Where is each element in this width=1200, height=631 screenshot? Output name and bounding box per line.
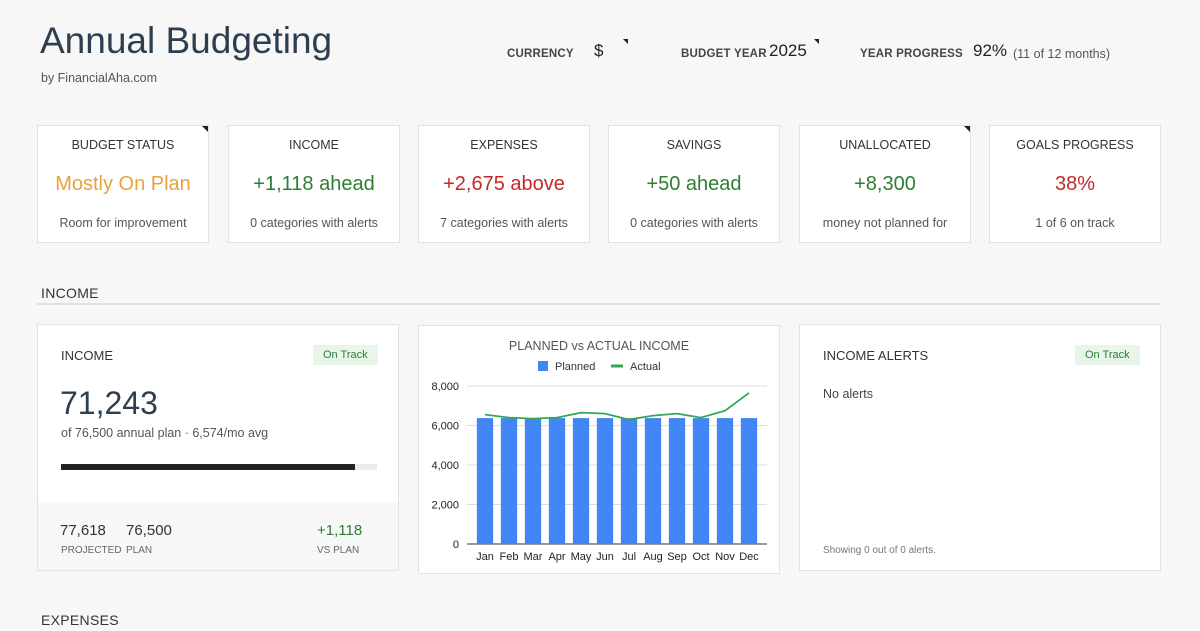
year-progress-note: (11 of 12 months) — [1013, 47, 1111, 61]
x-tick-label: Jun — [596, 551, 614, 563]
x-tick-label: Sep — [667, 551, 687, 563]
kpi-label: INCOME — [289, 138, 339, 152]
y-tick-label: 0 — [453, 539, 459, 551]
section-divider — [37, 303, 1161, 305]
y-tick-label: 4,000 — [431, 460, 459, 472]
kpi-label: EXPENSES — [470, 138, 538, 152]
budget-year-dropdown-icon[interactable] — [814, 39, 819, 44]
bar-planned — [596, 418, 614, 544]
bar-planned — [524, 418, 542, 544]
vs-plan-value: +1,118 — [317, 522, 363, 539]
budget-year-label: BUDGET YEAR — [681, 48, 767, 60]
currency-select[interactable]: $ — [594, 41, 604, 60]
bar-planned — [500, 418, 518, 544]
x-tick-label: Feb — [500, 551, 519, 563]
bar-planned — [692, 418, 710, 544]
status-badge: On Track — [1075, 345, 1140, 365]
kpi-savings: SAVINGS +50 ahead 0 categories with aler… — [608, 125, 780, 243]
card-title: INCOME ALERTS — [823, 348, 929, 363]
bar-planned — [548, 418, 566, 544]
budget-year-select[interactable]: 2025 — [769, 41, 807, 60]
plan-label: PLAN — [126, 545, 153, 556]
byline: by FinancialAha.com — [41, 71, 158, 85]
kpi-expenses: EXPENSES +2,675 above 7 categories with … — [418, 125, 590, 243]
x-tick-label: Oct — [692, 551, 709, 563]
income-subtext: of 76,500 annual plan · 6,574/mo avg — [61, 426, 269, 440]
kpi-value: +50 ahead — [646, 173, 742, 195]
income-progress-track — [61, 464, 377, 470]
income-summary-card: INCOME On Track 71,243 of 76,500 annual … — [37, 324, 399, 571]
kpi-subtext: 0 categories with alerts — [250, 216, 378, 230]
x-tick-label: Mar — [524, 551, 543, 563]
kpi-label: GOALS PROGRESS — [1016, 138, 1134, 152]
kpi-income: INCOME +1,118 ahead 0 categories with al… — [228, 125, 400, 243]
projected-value: 77,618 — [60, 522, 106, 539]
kpi-subtext: 7 categories with alerts — [440, 216, 568, 230]
kpi-value: +1,118 ahead — [253, 173, 375, 195]
x-tick-label: May — [571, 551, 592, 563]
income-chart-card: PLANNED vs ACTUAL INCOME Planned Actual 0 2,… — [418, 325, 780, 574]
vs-plan-label: VS PLAN — [317, 545, 360, 556]
section-title-expenses: EXPENSES — [41, 612, 119, 628]
bar-planned — [716, 418, 734, 544]
y-tick-label: 2,000 — [431, 500, 459, 512]
kpi-value: 38% — [1054, 173, 1096, 195]
line-actual — [484, 392, 750, 421]
kpi-label: SAVINGS — [666, 138, 722, 152]
year-progress-label: YEAR PROGRESS — [860, 48, 963, 60]
y-tick-label: 8,000 — [431, 381, 459, 393]
legend-label-actual: Actual — [630, 361, 661, 373]
section-title-income: INCOME — [41, 285, 99, 301]
x-tick-label: Dec — [739, 551, 759, 563]
kpi-label: UNALLOCATED — [839, 138, 931, 152]
plan-value: 76,500 — [126, 522, 172, 539]
bar-planned — [740, 418, 758, 544]
kpi-budget-status: BUDGET STATUS Mostly On Plan Room for im… — [37, 125, 209, 243]
kpi-subtext: 1 of 6 on track — [1035, 216, 1115, 230]
legend-label-planned: Planned — [555, 361, 595, 373]
currency-dropdown-icon[interactable] — [623, 39, 628, 44]
x-tick-label: Nov — [715, 551, 735, 563]
legend-swatch-planned — [538, 361, 548, 371]
income-progress-fill — [61, 464, 355, 470]
income-alerts-card: INCOME ALERTS On Track No alerts Showing… — [799, 324, 1161, 571]
kpi-subtext: 0 categories with alerts — [630, 216, 758, 230]
bar-planned — [620, 418, 638, 544]
bar-planned — [644, 418, 662, 544]
kpi-subtext: Room for improvement — [59, 216, 187, 230]
projected-label: PROJECTED — [61, 545, 122, 556]
chart-title: PLANNED vs ACTUAL INCOME — [509, 339, 689, 353]
currency-label: CURRENCY — [507, 48, 574, 60]
x-tick-label: Apr — [548, 551, 565, 563]
income-total: 71,243 — [60, 385, 158, 421]
x-tick-label: Jul — [622, 551, 636, 563]
kpi-value: Mostly On Plan — [55, 173, 191, 195]
kpi-subtext: money not planned for — [822, 216, 948, 230]
kpi-unallocated: UNALLOCATED +8,300 money not planned for — [799, 125, 971, 243]
status-badge: On Track — [313, 345, 378, 365]
page-title: Annual Budgeting — [40, 20, 333, 61]
kpi-value: +2,675 above — [443, 173, 565, 195]
note-corner-icon — [964, 126, 970, 132]
kpi-value: +8,300 — [854, 173, 916, 195]
y-tick-label: 6,000 — [431, 421, 459, 433]
kpi-goals-progress: GOALS PROGRESS 38% 1 of 6 on track — [989, 125, 1161, 243]
x-tick-label: Aug — [643, 551, 663, 563]
income-footer: 77,618 PROJECTED 76,500 PLAN +1,118 VS P… — [38, 502, 398, 570]
bar-planned — [668, 418, 686, 544]
bar-planned — [476, 418, 494, 544]
year-progress-value: 92% — [973, 41, 1008, 60]
alerts-footer: Showing 0 out of 0 alerts. — [823, 545, 936, 556]
kpi-label: BUDGET STATUS — [71, 138, 175, 152]
note-corner-icon — [202, 126, 208, 132]
bar-planned — [572, 418, 590, 544]
alerts-message: No alerts — [823, 387, 874, 401]
planned-vs-actual-chart: PLANNED vs ACTUAL INCOME Planned Actual 0 2,… — [431, 339, 767, 563]
x-tick-label: Jan — [476, 551, 494, 563]
card-title: INCOME — [61, 348, 113, 363]
